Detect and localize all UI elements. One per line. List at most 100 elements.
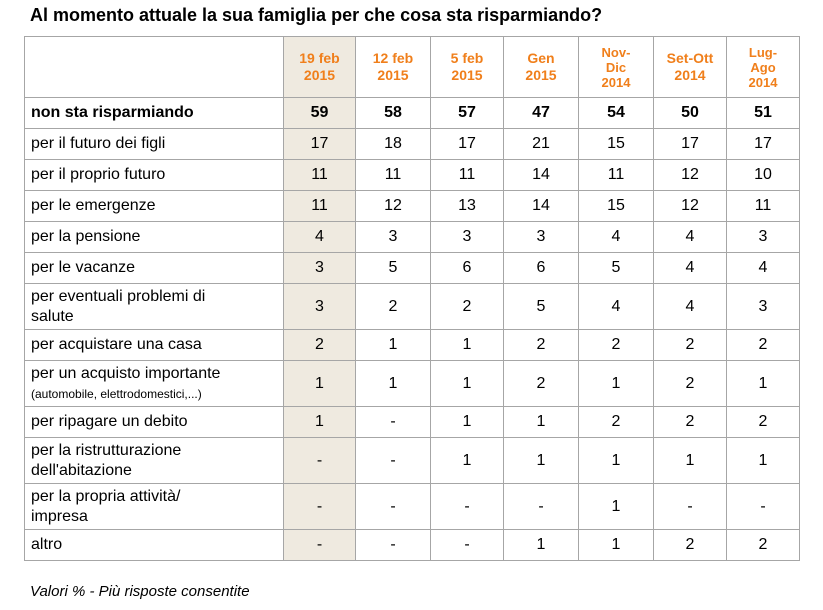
value-cell: 6: [503, 252, 579, 284]
value-cell: 2: [653, 329, 727, 361]
value-cell: 11: [283, 159, 356, 191]
value-cell: 12: [355, 190, 431, 222]
value-cell: -: [283, 483, 356, 530]
value-cell: 2: [653, 529, 727, 561]
table-row: per il proprio futuro 11 11 11 14 11 12 10: [24, 159, 800, 191]
table-row: non sta risparmiando 59 58 57 47 54 50 51: [24, 97, 800, 129]
value-cell: 3: [355, 221, 431, 253]
value-cell: 3: [430, 221, 504, 253]
value-cell: 50: [653, 97, 727, 129]
value-cell: 2: [578, 329, 654, 361]
table-row: per la pensione 4 3 3 3 4 4 3: [24, 221, 800, 253]
value-cell: -: [726, 483, 800, 530]
value-cell: 1: [430, 329, 504, 361]
table-row: per acquistare una casa 2 1 1 2 2 2 2: [24, 329, 800, 361]
column-header: Nov- Dic 2014: [578, 36, 654, 98]
row-label: per il proprio futuro: [24, 159, 284, 191]
row-label-line1: per acquistare una casa: [31, 336, 202, 353]
row-label-line1: per il futuro dei figli: [31, 135, 166, 152]
value-cell: 12: [653, 190, 727, 222]
row-label-line1: per eventuali problemi di: [31, 287, 206, 305]
value-cell: 15: [578, 128, 654, 160]
value-cell: -: [430, 529, 504, 561]
value-cell: 1: [430, 406, 504, 438]
column-header-line2: 2014: [674, 67, 706, 83]
row-label: per le emergenze: [24, 190, 284, 222]
value-cell: 2: [503, 329, 579, 361]
value-cell: 4: [726, 252, 800, 284]
value-cell: -: [355, 483, 431, 530]
table-row: per la propria attività/impresa - - - -1- -: [24, 483, 800, 530]
value-cell: 4: [653, 221, 727, 253]
value-cell: 3: [283, 252, 356, 284]
value-cell: 10: [726, 159, 800, 191]
table-body: non sta risparmiando 59 58 57 47 54 50 51 per il…: [24, 97, 800, 561]
value-cell: 4: [578, 221, 654, 253]
value-cell: 1: [726, 437, 800, 484]
value-cell: 2: [726, 529, 800, 561]
value-cell: 1: [430, 360, 504, 407]
value-cell: 17: [726, 128, 800, 160]
column-header-line1: 12 feb: [372, 50, 414, 66]
value-cell: 3: [726, 221, 800, 253]
row-label: per la pensione: [24, 221, 284, 253]
row-label-line1: per un acquisto importante: [31, 364, 221, 382]
chart-title: Al momento attuale la sua famiglia per c…: [30, 5, 603, 25]
footnote: Valori % - Più risposte consentite: [30, 583, 250, 600]
header-corner-cell: [24, 36, 284, 98]
value-cell: -: [283, 529, 356, 561]
value-cell: 1: [726, 360, 800, 407]
column-header: Gen 2015: [503, 36, 579, 98]
row-label-line1: per la propria attività/: [31, 487, 181, 505]
value-cell: 1: [578, 483, 654, 530]
row-label-line1: altro: [31, 536, 63, 553]
value-cell: 1: [355, 329, 431, 361]
value-cell: 3: [726, 283, 800, 330]
column-header-line1: Lug-: [748, 44, 778, 60]
value-cell: -: [503, 483, 579, 530]
value-cell: 1: [355, 360, 431, 407]
row-label: per la ristrutturazione dell'abitazione: [24, 437, 284, 484]
column-header-line2: Ago: [750, 59, 776, 75]
value-cell: 11: [283, 190, 356, 222]
value-cell: 2: [726, 406, 800, 438]
row-label-line2: salute: [31, 307, 74, 325]
table-row: per un acquisto importante (automobile, e…: [24, 360, 800, 407]
value-cell: 4: [653, 252, 727, 284]
value-cell: 2: [283, 329, 356, 361]
value-cell: 15: [578, 190, 654, 222]
column-header-line1: Gen: [527, 50, 555, 66]
value-cell: 17: [430, 128, 504, 160]
column-header-line1: Set-Ott: [666, 50, 714, 66]
table-row: per le emergenze 11 12 13 14 15 12 11: [24, 190, 800, 222]
savings-table: 19 feb 2015 12 feb 2015 5 feb 2015 Gen 2015 Nov-…: [24, 36, 800, 561]
value-cell: 5: [503, 283, 579, 330]
row-label-line1: per la ristrutturazione: [31, 441, 182, 459]
value-cell: 2: [653, 360, 727, 407]
column-header-line1: 5 feb: [450, 50, 484, 66]
value-cell: -: [355, 437, 431, 484]
value-cell: 21: [503, 128, 579, 160]
value-cell: 18: [355, 128, 431, 160]
value-cell: 1: [283, 360, 356, 407]
row-label: per ripagare un debito: [24, 406, 284, 438]
value-cell: 3: [503, 221, 579, 253]
value-cell: 4: [578, 283, 654, 330]
column-header: Lug- Ago 2014: [726, 36, 800, 98]
value-cell: 47: [503, 97, 579, 129]
column-header-line1: Nov-: [601, 44, 631, 60]
value-cell: 11: [430, 159, 504, 191]
value-cell: 1: [578, 360, 654, 407]
table-row: per la ristrutturazione dell'abitazione - -…: [24, 437, 800, 484]
value-cell: 1: [503, 529, 579, 561]
row-label-line1: per ripagare un debito: [31, 413, 188, 430]
value-cell: 54: [578, 97, 654, 129]
column-header-line3: 2014: [601, 74, 631, 90]
value-cell: 1: [578, 437, 654, 484]
column-header: 19 feb 2015: [283, 36, 356, 98]
value-cell: 2: [430, 283, 504, 330]
table-row: per il futuro dei figli 17 18 17 21 15 17 17: [24, 128, 800, 160]
value-cell: 14: [503, 159, 579, 191]
column-header-line1: 19 feb: [299, 50, 340, 66]
row-label: per acquistare una casa: [24, 329, 284, 361]
